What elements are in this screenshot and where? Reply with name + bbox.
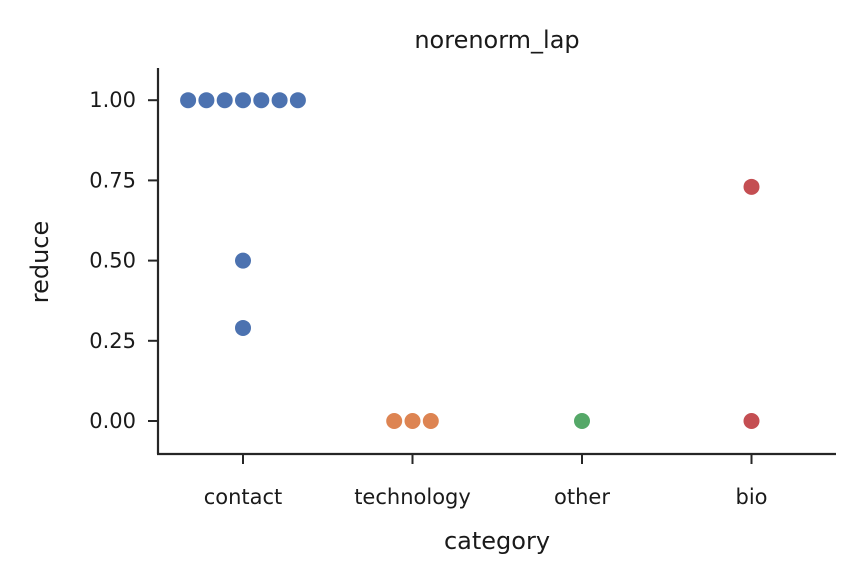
x-tick-label: bio [735, 485, 767, 509]
data-points [180, 92, 760, 429]
data-point-technology [386, 413, 403, 429]
data-point-technology [404, 413, 421, 429]
data-point-bio [743, 413, 760, 429]
x-tick-label: contact [204, 485, 283, 509]
y-axis-ticks: 0.00 0.25 0.50 0.75 1.00 [89, 88, 158, 433]
data-point-contact [216, 92, 233, 109]
data-point-bio [743, 178, 760, 195]
data-point-other [574, 413, 590, 429]
data-point-contact [235, 252, 251, 269]
y-tick-label: 0.50 [89, 249, 136, 273]
data-point-contact [253, 92, 270, 109]
data-point-contact [271, 92, 288, 109]
x-axis-ticks: contact technology other bio [204, 454, 768, 509]
data-point-contact [180, 92, 197, 109]
chart-title: norenorm_lap [414, 26, 579, 54]
y-tick-label: 0.75 [89, 168, 136, 192]
x-axis-label: category [444, 527, 550, 555]
data-point-contact [235, 92, 251, 109]
x-tick-label: other [554, 485, 610, 509]
y-axis-label: reduce [26, 221, 54, 304]
y-tick-label: 0.00 [89, 409, 136, 433]
y-tick-label: 0.25 [89, 329, 136, 353]
data-point-technology [422, 413, 439, 429]
data-point-contact [289, 92, 306, 109]
x-tick-label: technology [354, 485, 471, 509]
y-tick-label: 1.00 [89, 88, 136, 112]
data-point-contact [235, 319, 251, 336]
data-point-contact [198, 92, 215, 109]
